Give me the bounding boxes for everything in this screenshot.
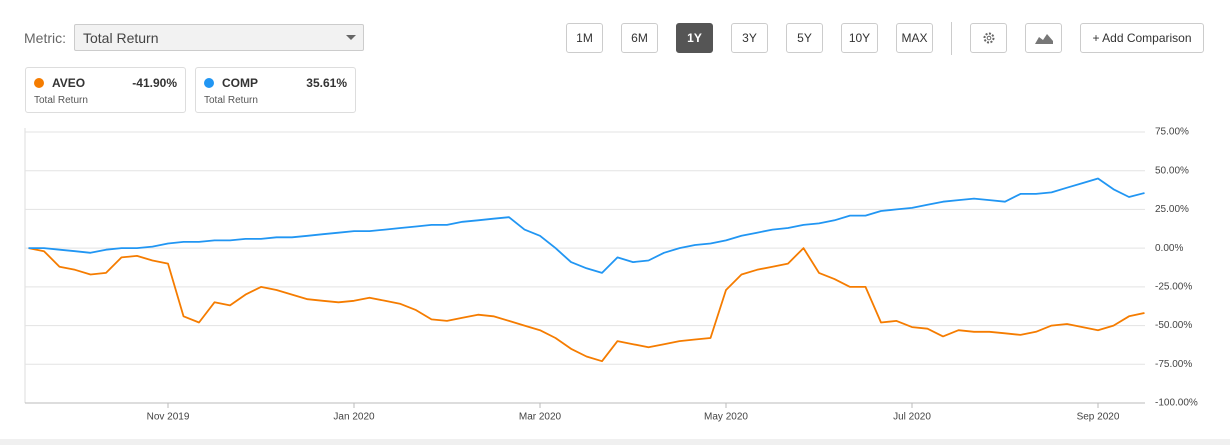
y-tick-label: 25.00%: [1155, 204, 1189, 215]
metric-dropdown[interactable]: Total Return: [74, 24, 364, 51]
series-line: [28, 247, 1145, 363]
x-tick-label: Jul 2020: [893, 412, 931, 423]
y-tick-label: 50.00%: [1155, 165, 1189, 176]
x-tick-label: May 2020: [704, 412, 748, 423]
range-button[interactable]: MAX: [896, 23, 933, 53]
footer-strip: [0, 439, 1230, 445]
y-tick-label: -100.00%: [1155, 398, 1198, 409]
dropdown-arrow: [346, 35, 356, 40]
x-tick-label: Sep 2020: [1077, 412, 1120, 423]
legend-dot: [204, 78, 214, 88]
legend-value: -41.90%: [132, 76, 177, 90]
y-tick-label: 75.00%: [1155, 127, 1189, 138]
settings-button[interactable]: [970, 23, 1007, 53]
range-button[interactable]: 5Y: [786, 23, 823, 53]
x-tick-label: Jan 2020: [333, 412, 375, 423]
y-tick-label: -50.00%: [1155, 320, 1192, 331]
range-button[interactable]: 6M: [621, 23, 658, 53]
add-comparison-button[interactable]: + Add Comparison: [1080, 23, 1204, 53]
legend-card[interactable]: AVEO -41.90% Total Return: [25, 67, 186, 113]
range-button[interactable]: 3Y: [731, 23, 768, 53]
y-tick-label: 0.00%: [1155, 243, 1183, 254]
y-tick-label: -75.00%: [1155, 359, 1192, 370]
legend-name: COMP: [222, 76, 258, 90]
legend-value: 35.61%: [306, 76, 347, 90]
x-tick-label: Nov 2019: [147, 412, 190, 423]
x-tick-label: Mar 2020: [519, 412, 562, 423]
legend-dot: [34, 78, 44, 88]
range-button[interactable]: 10Y: [841, 23, 878, 53]
metric-label: Metric:: [24, 30, 66, 46]
chart-type-button[interactable]: [1025, 23, 1062, 53]
gear-icon: [983, 32, 994, 44]
legend-name: AVEO: [52, 76, 86, 90]
legend-card[interactable]: COMP 35.61% Total Return: [195, 67, 356, 113]
series-line: [28, 177, 1145, 274]
legend-metric: Total Return: [34, 95, 88, 106]
y-tick-label: -25.00%: [1155, 281, 1192, 292]
range-button[interactable]: 1Y: [676, 23, 713, 53]
divider: [951, 22, 952, 55]
legend-metric: Total Return: [204, 95, 258, 106]
metric-value: Total Return: [83, 30, 159, 46]
chart-icon: [1034, 34, 1053, 44]
range-button[interactable]: 1M: [566, 23, 603, 53]
